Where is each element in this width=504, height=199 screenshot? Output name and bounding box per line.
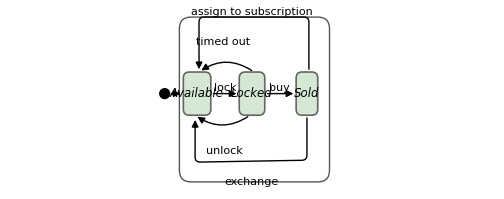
FancyBboxPatch shape (296, 72, 318, 115)
FancyBboxPatch shape (239, 72, 265, 115)
FancyBboxPatch shape (183, 72, 211, 115)
Text: timed out: timed out (197, 37, 250, 47)
Text: assign to subscription: assign to subscription (191, 7, 313, 17)
Text: Locked: Locked (231, 87, 273, 100)
Text: buy: buy (269, 83, 290, 93)
Text: Available: Available (170, 87, 224, 100)
Text: unlock: unlock (206, 145, 243, 155)
Text: Sold: Sold (294, 87, 320, 100)
Text: exchange: exchange (225, 177, 279, 187)
Text: lock: lock (214, 83, 236, 93)
Circle shape (160, 89, 169, 99)
